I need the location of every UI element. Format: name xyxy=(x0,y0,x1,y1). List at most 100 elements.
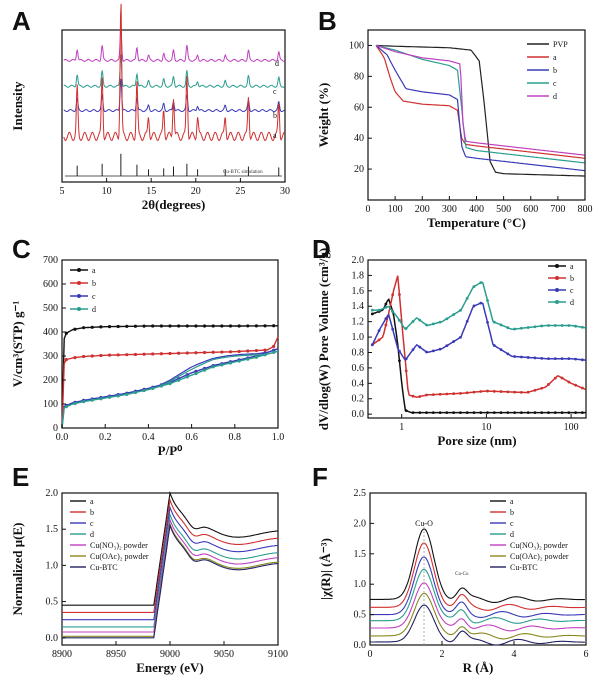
panel-c-series-d-point xyxy=(82,400,86,404)
panel-b-x-tick-label: 100 xyxy=(388,204,403,215)
panel-f-x-tick-label: 6 xyxy=(584,649,589,660)
panel-d-series-d-point xyxy=(560,324,564,327)
panel-c-series-b-point xyxy=(272,344,276,348)
panel-d-y-tick-label: 0.6 xyxy=(352,363,365,374)
panel-d-series-d-point xyxy=(580,325,584,329)
panel-d-series-a-point xyxy=(431,411,435,415)
panel-d-series-c-point xyxy=(404,357,408,361)
panel-d-series-b-point xyxy=(580,386,584,390)
panel-d-y-tick-label: 1.2 xyxy=(352,317,365,328)
panel-c-series-d-point xyxy=(211,365,215,369)
panel-c-x-tick-label: 1.0 xyxy=(272,432,285,443)
panel-d-series-b-point xyxy=(519,390,523,394)
panel-d-series-a-point xyxy=(452,411,456,415)
panel-d-series-d-point xyxy=(384,306,388,309)
panel-f-plot-frame xyxy=(369,492,587,646)
panel-d-series-b-point xyxy=(499,390,503,393)
panel-c-series-d-point xyxy=(272,350,276,354)
panel-d-series-c-point xyxy=(486,320,489,324)
panel-c-series-a-adsorption-line xyxy=(61,325,278,429)
panel-c-legend-label-c: c xyxy=(92,292,96,301)
panel-c-series-b-point xyxy=(73,356,77,360)
panel-d-series-c-point xyxy=(438,347,442,351)
panel-a-x-tick-label: 5 xyxy=(60,186,65,197)
panel-c-series-a-point xyxy=(254,324,258,328)
panel-d-series-a-point xyxy=(547,411,550,415)
panel-d-y-tick-label: 1.6 xyxy=(352,286,365,297)
panel-e-y-tick-label: 1.5 xyxy=(46,524,59,535)
panel-f-annotation-cu-cu: Cu-Cu xyxy=(455,572,469,577)
panel-e-series-a-line xyxy=(62,490,279,606)
panel-c-series-d-desorption-line xyxy=(161,350,279,387)
panel-c-series-a-point xyxy=(125,324,129,328)
panel-d-series-d-point xyxy=(438,320,442,324)
panel-c-x-tick-label: 0.6 xyxy=(185,432,198,443)
panel-d-series-a-point xyxy=(506,411,510,415)
panel-f-series-b-line xyxy=(370,542,585,611)
panel-c-series-b-point xyxy=(211,350,215,354)
panel-d-series-a-point xyxy=(425,411,428,415)
panel-b-x-tick-label: 200 xyxy=(415,204,430,215)
panel-d-series-d-point xyxy=(533,325,537,329)
panel-label-d: D xyxy=(312,234,331,264)
panel-e-legend-label-c: c xyxy=(90,519,94,528)
panel-e-legend-label-d: d xyxy=(90,530,94,539)
panel-c-series-b-point xyxy=(263,348,267,352)
panel-c-y-tick-label: 100 xyxy=(43,399,58,410)
panel-d-series-b-point xyxy=(533,388,537,392)
panel-b-y-tick-label: 80 xyxy=(354,71,364,82)
panel-d-series-c-point xyxy=(459,335,462,339)
panel-d-series-d-line xyxy=(372,281,586,331)
panel-d-y-axis-title: dV/dlog(W) Pore Volume (cm³/g) xyxy=(316,248,331,430)
panel-d-legend-label-b: b xyxy=(570,274,574,283)
panel-d-series-c-point xyxy=(431,349,435,353)
panel-c-series-d-point xyxy=(220,363,224,367)
panel-d-series-d-point xyxy=(479,281,483,285)
panel-d-series-a-point xyxy=(553,411,557,415)
panel-c-x-tick-label: 0.2 xyxy=(99,432,112,443)
panel-c-series-a-point xyxy=(202,324,207,328)
panel-b-x-tick-label: 0 xyxy=(366,204,371,215)
panel-c-series-a-point xyxy=(211,324,215,328)
panel-c-series-d-point xyxy=(228,361,233,365)
panel-f-x-tick-label: 4 xyxy=(512,649,517,660)
panel-d-series-c-point xyxy=(452,340,456,343)
panel-c-series-d-point xyxy=(116,394,120,398)
panel-d-series-a-point xyxy=(411,411,415,415)
panel-d-series-a-point xyxy=(398,359,401,363)
panel-c-series-d-point xyxy=(73,401,77,406)
panel-e-y-tick-label: 1.0 xyxy=(46,560,59,571)
panel-f-series-cu-no-powder-line xyxy=(370,582,585,632)
panel-c-series-d-point xyxy=(168,382,172,386)
panel-c-x-tick-label: 0.0 xyxy=(56,432,69,443)
panel-d-series-a-point xyxy=(384,302,388,306)
panel-c-series-d-point xyxy=(99,397,103,401)
panel-c-series-a-point xyxy=(82,326,86,330)
panel-d-series-b-point xyxy=(459,391,462,395)
panel-d-y-tick-label: 0.8 xyxy=(352,347,365,358)
panel-f-series-c-line xyxy=(370,556,585,618)
panel-b-x-tick-label: 800 xyxy=(578,204,593,215)
panel-f-legend-label-c: c xyxy=(510,519,514,528)
panel-a-x-tick-label: 20 xyxy=(191,186,201,197)
panel-c-series-c-adsorption-line xyxy=(61,348,279,429)
panel-f-legend-label-a: a xyxy=(510,497,514,506)
panel-c-series-d-point xyxy=(194,371,198,376)
panel-f-y-tick-label: 0.5 xyxy=(354,610,367,621)
panel-e-x-tick-label: 8950 xyxy=(106,649,126,660)
panel-d-series-b-point xyxy=(472,390,476,394)
panel-f-y-tick-label: 0.0 xyxy=(354,640,367,651)
panel-d-y-tick-label: 2.0 xyxy=(352,255,365,266)
panel-d-legend-label-d: d xyxy=(570,298,574,307)
panel-d-series-c-point xyxy=(506,352,510,356)
panel-c-series-d-point xyxy=(107,395,112,399)
panel-d-legend-marker-d xyxy=(555,300,559,304)
panel-d-series-b-point xyxy=(574,383,577,387)
panel-d-series-d-point xyxy=(492,320,496,324)
panel-c-y-tick-label: 500 xyxy=(43,303,58,314)
panel-d-series-d-point xyxy=(540,324,544,328)
panel-f-legend-label-cu-btc: Cu-BTC xyxy=(510,563,538,572)
panel-d-series-d-point xyxy=(486,299,489,302)
